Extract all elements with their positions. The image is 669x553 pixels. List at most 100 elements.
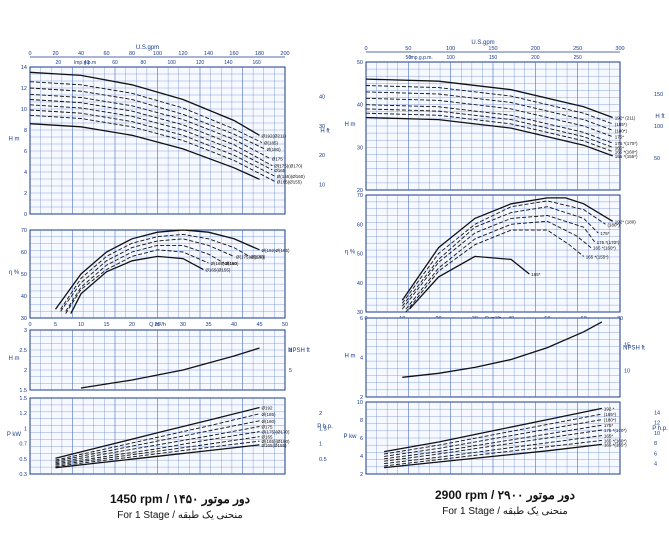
left-power-series-line [55,406,260,459]
right-power-series-line [384,413,602,455]
right-head-series-line [365,85,613,125]
left-eff-series-line [70,255,204,314]
left-head-usgpm-tick-label: 0 [28,51,31,57]
right-eff-y-tick-label: 60 [357,222,363,228]
right-npsh-y-right-tick-label: 15 [624,342,630,348]
left-head-usgpm-tick-label: 100 [153,51,162,57]
left-eff-series-label: Ø165(Ø155) [205,268,231,273]
right-power-series-line [384,424,602,460]
left-eff-y-tick-label: 50 [21,272,27,278]
right-head-ylabel-right: H ft [655,114,665,120]
left-eff-xlabel: Q m³/h [149,322,166,328]
left-power-series-label: Ø(175)(Ø170) [262,430,291,435]
right-eff-series-label: 165 *(160*) [593,246,616,251]
right-power-y-right-tick-label: 14 [654,410,660,416]
left-head-ylabel-right: H ft [320,129,330,135]
right-power-series-line [384,443,602,469]
left-eff-series-label: Ø(165)Ø(160) [211,261,240,266]
left-head-y-tick-label: 4 [24,170,27,176]
right-eff-series-line [401,206,599,307]
left-npsh-y-tick-label: 1.5 [19,388,27,394]
right-eff-series-label: 175* [600,231,610,236]
right-head-imp-label: Imp.g.p.m. [409,55,433,61]
left-head-y-right-tick-label: 10 [319,183,325,189]
left-head-series-label: Ø192(Ø211) [262,133,287,138]
right-npsh-series-line [402,321,603,378]
right-power-series-line [384,429,602,462]
left-eff-x-tick-label: 5 [54,322,57,328]
left-power-ylabel: P kW [7,432,22,438]
right-power-y-right-tick-label: 10 [654,431,660,437]
left-eff-y-tick-label: 70 [21,228,27,234]
right-head-y-tick-label: 50 [357,60,363,66]
left-eff-series-line [65,249,209,314]
left-npsh-y-tick-label: 2.5 [19,348,27,354]
left-power-y-right-tick-label: 1.5 [319,426,327,432]
right-power-series-line [383,407,603,453]
right-eff-series-label: (180*) [607,222,620,227]
left-stage-caption: For 1 Stage / منحنی یک طبقه [117,510,243,521]
right-eff-series-line [409,255,530,310]
right-head-usgpm-tick-label: 50 [405,46,411,52]
right-head-y-tick-label: 20 [357,188,363,194]
left-power-y-tick-label: 0.3 [19,472,27,478]
right-eff-series-line [405,229,584,313]
right-power-series-label: (185*) [604,412,617,417]
left-head-y-right-tick-label: 20 [319,153,325,159]
left-head-series-label: Ø175 [272,156,284,161]
right-eff-series-line [401,200,606,304]
right-eff-y-tick-label: 70 [357,193,363,199]
left-head-usgpm-tick-label: 80 [129,51,135,57]
right-head-y-right-tick-label: 50 [654,156,660,162]
left-head-series-line [29,123,260,180]
right-head-series-label: 192* (211) [615,115,636,120]
left-head-usgpm-tick-label: 180 [255,51,264,57]
left-eff-y-tick-label: 40 [21,294,27,300]
left-eff-series-line [60,233,250,310]
left-head-y-tick-label: 0 [24,212,27,218]
right-head-y-tick-label: 30 [357,145,363,151]
right-head-series-line [365,91,613,131]
left-power-series-label: Ø(180) [262,419,277,424]
left-eff-panel [29,229,286,319]
left-power-ylabel-right: P h.p. [317,424,333,430]
right-power-y-right-tick-label: 12 [654,421,660,427]
left-head-series-line [29,114,276,182]
left-head-imp-tick-label: 120 [196,60,205,66]
left-eff-x-tick-label: 0 [28,322,31,328]
right-head-series-label: 165 *(155*) [615,154,638,159]
left-head-imp-tick-label: 60 [112,60,118,66]
right-power-series-label: (180*) [604,418,617,423]
left-power-series-label: Ø(165)(Ø160) [262,439,291,444]
left-head-y-right-tick-label: 30 [319,124,325,130]
right-head-imp-tick-label: 250 [573,55,582,61]
left-power-series-line [55,426,260,464]
left-npsh-y-tick-label: 2 [24,368,27,374]
right-head-series-label: 165* [615,145,625,150]
left-eff-x-tick-label: 45 [256,322,262,328]
right-head-series-label: (180*) [615,128,628,133]
left-head-y-right-tick-label: 40 [319,94,325,100]
right-head-y-right-tick-label: 150 [654,92,663,98]
right-npsh-y-tick-label: 4 [360,356,363,362]
left-head-series-label: Ø165(Ø155) [277,179,303,184]
left-head-imp-tick-label: 20 [56,60,62,66]
left-power-y-tick-label: 0.7 [19,442,27,448]
left-eff-y-tick-label: 60 [21,250,27,256]
left-head-usgpm-tick-label: 120 [178,51,187,57]
left-power-series-line [55,436,260,466]
right-power-y-right-tick-label: 6 [654,451,657,457]
right-head-usgpm-tick-label: 100 [446,46,455,52]
left-eff-series-label: Ø160 [226,261,238,266]
right-power-y-right-tick-label: 8 [654,441,657,447]
left-head-imp-tick-label: 40 [84,60,90,66]
right-head-series-line [365,108,613,148]
left-power-series-label: Ø175 [262,425,274,430]
right-speed-caption: 2900 rpm / دور موتور ۲۹۰۰ [434,488,576,502]
left-npsh-panel [29,329,286,391]
right-head-usgpm-tick-label: 200 [531,46,540,52]
right-power-series-label: 165* [604,434,614,439]
right-head-series-label: 175* [615,135,625,140]
left-head-y-tick-label: 6 [24,149,27,155]
